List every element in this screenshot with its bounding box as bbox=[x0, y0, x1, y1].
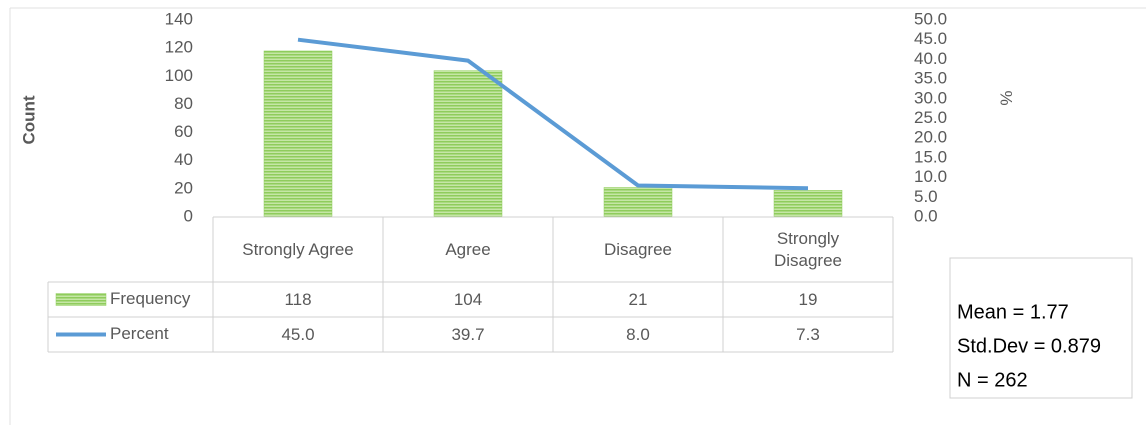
category-label-box: Strongly Disagree bbox=[773, 228, 843, 270]
bar bbox=[603, 187, 673, 218]
table-value-box: 7.3 bbox=[796, 324, 820, 344]
y-tick-label: 40 bbox=[174, 150, 193, 169]
table-value-box: 45.0 bbox=[281, 324, 315, 344]
table-value: 8.0 bbox=[626, 324, 650, 344]
category-label-box: Agree bbox=[445, 239, 491, 259]
y2-tick-label: 25.0 bbox=[914, 108, 947, 127]
category-label: Strongly Agree bbox=[242, 239, 354, 259]
y2-tick-label: 30.0 bbox=[914, 88, 947, 107]
y-tick-label: 100 bbox=[165, 66, 193, 85]
y-tick-label: 20 bbox=[174, 178, 193, 197]
table-value: 7.3 bbox=[796, 324, 820, 344]
bar bbox=[433, 70, 503, 218]
stats-annotation: Mean = 1.77 bbox=[957, 301, 1069, 323]
y-tick-label: 60 bbox=[174, 122, 193, 141]
stats-box bbox=[949, 257, 1133, 399]
category-label-box: Strongly Agree bbox=[242, 239, 354, 259]
y-tick-label: 140 bbox=[165, 9, 193, 28]
table-value: 39.7 bbox=[451, 324, 485, 344]
stats-annotation: Std.Dev = 0.879 bbox=[957, 335, 1101, 357]
table-value: 19 bbox=[798, 289, 818, 309]
bar bbox=[773, 190, 843, 218]
table-value-box: 21 bbox=[628, 289, 648, 309]
y2-tick-label: 45.0 bbox=[914, 29, 947, 48]
legend-label: Frequency bbox=[110, 289, 191, 308]
table-value: 45.0 bbox=[281, 324, 315, 344]
legend-key bbox=[55, 293, 107, 306]
category-label: Disagree bbox=[603, 239, 673, 259]
y-axis-label: Count bbox=[19, 95, 38, 144]
table-value-box: 19 bbox=[798, 289, 818, 309]
table-value: 104 bbox=[453, 289, 483, 309]
table-value: 21 bbox=[628, 289, 648, 309]
table-value-box: 8.0 bbox=[626, 324, 650, 344]
y2-tick-label: 10.0 bbox=[914, 167, 947, 186]
table-value: 118 bbox=[284, 289, 312, 309]
y-tick-label: 120 bbox=[165, 38, 193, 57]
y2-tick-label: 20.0 bbox=[914, 128, 947, 147]
y2-tick-label: 0.0 bbox=[914, 206, 938, 225]
bar bbox=[263, 50, 333, 218]
table-value-box: 104 bbox=[453, 289, 483, 309]
y2-axis-label: % bbox=[997, 90, 1016, 105]
y2-tick-label: 50.0 bbox=[914, 9, 947, 28]
table-value-box: 118 bbox=[284, 289, 312, 309]
category-label: Agree bbox=[445, 239, 491, 259]
stats-annotation: N = 262 bbox=[957, 369, 1028, 391]
y2-tick-label: 40.0 bbox=[914, 49, 947, 68]
category-label-box: Disagree bbox=[603, 239, 673, 259]
percent-line bbox=[297, 37, 809, 191]
category-label: Strongly Disagree bbox=[773, 228, 843, 270]
y2-tick-label: 15.0 bbox=[914, 147, 947, 166]
y2-tick-label: 35.0 bbox=[914, 69, 947, 88]
legend-label: Percent bbox=[110, 324, 169, 343]
table-value-box: 39.7 bbox=[451, 324, 485, 344]
y-tick-label: 0 bbox=[184, 206, 193, 225]
y-tick-label: 80 bbox=[174, 94, 193, 113]
y2-tick-label: 5.0 bbox=[914, 187, 938, 206]
